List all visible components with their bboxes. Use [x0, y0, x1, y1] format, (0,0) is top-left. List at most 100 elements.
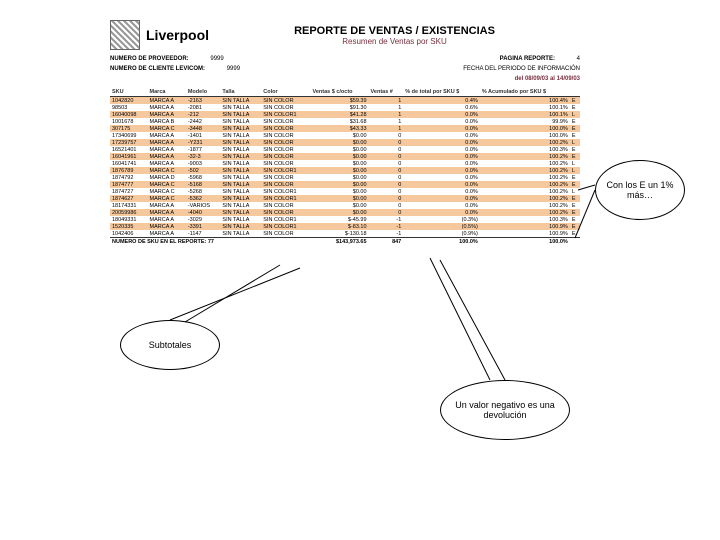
- table-cell: $-45.99: [310, 216, 368, 223]
- table-cell: SIN COLOR1: [261, 188, 310, 195]
- callout-e-bubble: Con los E un 1% más…: [595, 160, 685, 220]
- table-cell: 100.9%: [480, 223, 570, 230]
- table-cell: 0.0%: [403, 174, 480, 181]
- table-cell: -1: [369, 230, 404, 238]
- table-cell: 0: [369, 209, 404, 216]
- table-cell: L: [570, 139, 580, 146]
- table-cell: MARCA A: [148, 139, 186, 146]
- table-cell: -1147: [186, 230, 221, 238]
- table-cell: 16041741: [110, 160, 148, 167]
- table-cell: 100.2%: [480, 139, 570, 146]
- table-cell: MARCA A: [148, 104, 186, 111]
- table-cell: $0.00: [310, 167, 368, 174]
- table-cell: SIN TALLA: [220, 174, 261, 181]
- table-row: 1042406MARCA A-1147SIN TALLASIN COLOR$-1…: [110, 230, 580, 238]
- table-cell: SIN COLOR: [261, 202, 310, 209]
- table-cell: $0.00: [310, 209, 368, 216]
- table-cell: MARCA A: [148, 223, 186, 230]
- table-cell: $0.00: [310, 153, 368, 160]
- table-cell: SIN TALLA: [220, 160, 261, 167]
- table-row: 1042820MARCA A-2163SIN TALLASIN COLOR$59…: [110, 97, 580, 105]
- table-cell: -2442: [186, 118, 221, 125]
- brand-name: Liverpool: [146, 27, 209, 43]
- table-cell: 0: [369, 146, 404, 153]
- table-row: 1001678MARCA B-2442SIN TALLASIN COLOR$31…: [110, 118, 580, 125]
- table-cell: 0.0%: [403, 132, 480, 139]
- table-cell: SIN TALLA: [220, 223, 261, 230]
- sub-title: Resumen de Ventas por SKU: [209, 37, 580, 46]
- summary-cell: $143,973.65: [310, 238, 368, 246]
- table-cell: 1874792: [110, 174, 148, 181]
- table-cell: 100.1%: [480, 104, 570, 111]
- table-cell: E: [570, 216, 580, 223]
- table-cell: 0: [369, 160, 404, 167]
- table-cell: 100.1%: [480, 111, 570, 118]
- table-cell: E: [570, 125, 580, 132]
- table-cell: -1: [369, 223, 404, 230]
- table-cell: SIN COLOR: [261, 181, 310, 188]
- table-cell: $91.30: [310, 104, 368, 111]
- table-cell: -5362: [186, 195, 221, 202]
- table-cell: (0.5%): [403, 223, 480, 230]
- table-cell: 1: [369, 118, 404, 125]
- liverpool-logo-icon: [110, 20, 140, 50]
- table-row: 18174331MARCA A-VARIOSSIN TALLASIN COLOR…: [110, 202, 580, 209]
- table-cell: $0.00: [310, 139, 368, 146]
- table-cell: -212: [186, 111, 221, 118]
- table-cell: SIN COLOR: [261, 132, 310, 139]
- table-cell: -VARIOS: [186, 202, 221, 209]
- table-cell: SIN COLOR: [261, 139, 310, 146]
- table-cell: MARCA A: [148, 146, 186, 153]
- table-cell: 100.2%: [480, 160, 570, 167]
- table-cell: $43.33: [310, 125, 368, 132]
- col-header: Ventas #: [369, 88, 404, 97]
- table-cell: -9003: [186, 160, 221, 167]
- page-value: 4: [577, 56, 580, 62]
- table-cell: -2081: [186, 104, 221, 111]
- table-cell: 100.2%: [480, 202, 570, 209]
- table-cell: 100.2%: [480, 174, 570, 181]
- table-cell: 0: [369, 202, 404, 209]
- table-cell: 1: [369, 104, 404, 111]
- table-cell: 0.0%: [403, 153, 480, 160]
- callout-subtotales-bubble: Subtotales: [120, 320, 220, 370]
- table-cell: $-83.10: [310, 223, 368, 230]
- page-label: PAGINA REPORTE:: [500, 56, 555, 62]
- table-cell: 0: [369, 174, 404, 181]
- table-cell: 0: [369, 195, 404, 202]
- table-cell: -4040: [186, 209, 221, 216]
- cliente-label: NUMERO DE CLIENTE LEVICOM:: [110, 66, 205, 72]
- table-cell: MARCA A: [148, 160, 186, 167]
- table-row: 16041741MARCA A-9003SIN TALLASIN COLOR$0…: [110, 160, 580, 167]
- table-cell: 18174331: [110, 202, 148, 209]
- table-cell: 0.0%: [403, 118, 480, 125]
- col-header: Ventas $ c/octo: [310, 88, 368, 97]
- table-cell: MARCA A: [148, 97, 186, 105]
- table-row: 16041961MARCA A-32-3SIN TALLASIN COLOR$0…: [110, 153, 580, 160]
- report-container: Liverpool REPORTE DE VENTAS / EXISTENCIA…: [110, 20, 580, 245]
- table-cell: -32-3: [186, 153, 221, 160]
- table-cell: 0: [369, 188, 404, 195]
- table-row: 18049331MARCA A-3029SIN TALLASIN COLOR1$…: [110, 216, 580, 223]
- table-cell: -5968: [186, 174, 221, 181]
- table-cell: 0.0%: [403, 139, 480, 146]
- table-cell: MARCA C: [148, 167, 186, 174]
- table-row: 1874792MARCA D-5968SIN TALLASIN COLOR$0.…: [110, 174, 580, 181]
- data-table: SKUMarcaModeloTallaColorVentas $ c/octoV…: [110, 88, 580, 245]
- cliente-value: 9999: [227, 66, 240, 72]
- table-cell: 17340699: [110, 132, 148, 139]
- table-cell: MARCA A: [148, 216, 186, 223]
- table-cell: E: [570, 146, 580, 153]
- table-cell: -1: [369, 216, 404, 223]
- summary-cell: 100.0%: [480, 238, 570, 246]
- table-cell: SIN COLOR1: [261, 223, 310, 230]
- col-header: % Acumulado por SKU $: [480, 88, 570, 97]
- table-cell: 0.0%: [403, 195, 480, 202]
- table-row: 1874777MARCA C-5168SIN TALLASIN COLOR$0.…: [110, 181, 580, 188]
- table-cell: 1876789: [110, 167, 148, 174]
- table-cell: -3391: [186, 223, 221, 230]
- table-cell: $0.00: [310, 181, 368, 188]
- table-cell: SIN TALLA: [220, 104, 261, 111]
- table-cell: 0.4%: [403, 97, 480, 105]
- table-cell: 100.4%: [480, 97, 570, 105]
